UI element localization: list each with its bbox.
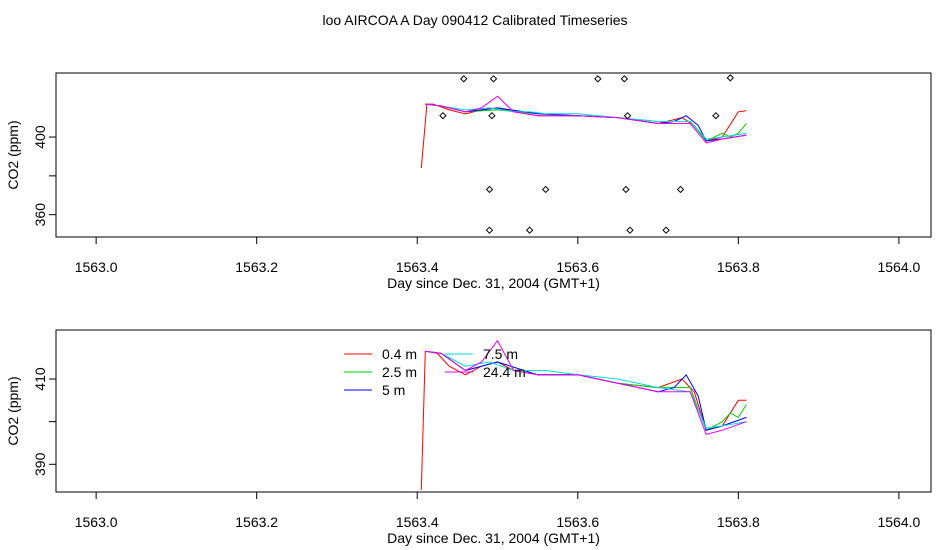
x-tick-label: 1564.0 bbox=[877, 514, 920, 530]
plot-frame bbox=[55, 72, 932, 238]
y-axis-label: CO2 (ppm) bbox=[5, 376, 21, 445]
legend-label: 24.4 m bbox=[483, 364, 526, 380]
y-tick-label: 410 bbox=[32, 367, 48, 391]
legend-label: 7.5 m bbox=[483, 346, 518, 362]
data-point bbox=[726, 74, 735, 82]
series-line-1 bbox=[420, 103, 747, 169]
series-line-2 bbox=[425, 350, 747, 431]
series-line-5 bbox=[425, 95, 747, 144]
series-line-5 bbox=[425, 339, 747, 435]
data-point bbox=[460, 75, 468, 83]
x-tick-label: 1563.6 bbox=[556, 514, 599, 530]
data-point bbox=[662, 226, 670, 234]
plot-panel-2 bbox=[49, 329, 932, 499]
plot-frame bbox=[55, 329, 932, 493]
x-tick-label: 1564.0 bbox=[877, 259, 920, 275]
data-point bbox=[622, 185, 630, 194]
x-axis-label: Day since Dec. 31, 2004 (GMT+1) bbox=[387, 530, 600, 546]
data-point bbox=[439, 111, 447, 120]
series-line-4 bbox=[425, 350, 747, 429]
x-tick-label: 1563.8 bbox=[717, 259, 760, 275]
data-point bbox=[488, 111, 496, 120]
x-tick-label: 1563.8 bbox=[717, 514, 760, 530]
data-point bbox=[594, 75, 602, 83]
x-tick-label: 1563.2 bbox=[235, 514, 278, 530]
x-tick-label: 1563.4 bbox=[396, 514, 439, 530]
data-point bbox=[541, 185, 550, 194]
x-tick-label: 1563.4 bbox=[396, 259, 439, 275]
x-tick-label: 1563.2 bbox=[235, 259, 278, 275]
x-axis-label: Day since Dec. 31, 2004 (GMT+1) bbox=[387, 275, 600, 291]
figure-title: loo AIRCOA A Day 090412 Calibrated Times… bbox=[322, 12, 628, 28]
plot-panel-1 bbox=[49, 72, 932, 244]
series-line-3 bbox=[425, 350, 747, 431]
data-point bbox=[489, 75, 498, 83]
x-tick-label: 1563.0 bbox=[75, 259, 118, 275]
y-tick-label: 390 bbox=[32, 452, 48, 476]
data-point bbox=[676, 185, 685, 194]
data-point bbox=[485, 185, 494, 194]
y-tick-label: 400 bbox=[32, 125, 48, 149]
data-point bbox=[485, 226, 494, 234]
legend-label: 2.5 m bbox=[382, 364, 417, 380]
legend-label: 0.4 m bbox=[382, 346, 417, 362]
y-axis-label: CO2 (ppm) bbox=[5, 120, 21, 189]
data-point bbox=[525, 226, 534, 234]
data-point bbox=[712, 111, 720, 120]
x-tick-label: 1563.6 bbox=[556, 259, 599, 275]
x-tick-label: 1563.0 bbox=[75, 514, 118, 530]
y-tick-label: 360 bbox=[32, 203, 48, 227]
legend-label: 5 m bbox=[382, 382, 405, 398]
series-line-4 bbox=[425, 103, 747, 140]
data-point bbox=[626, 226, 634, 234]
data-point bbox=[623, 111, 632, 120]
data-point bbox=[620, 75, 629, 83]
